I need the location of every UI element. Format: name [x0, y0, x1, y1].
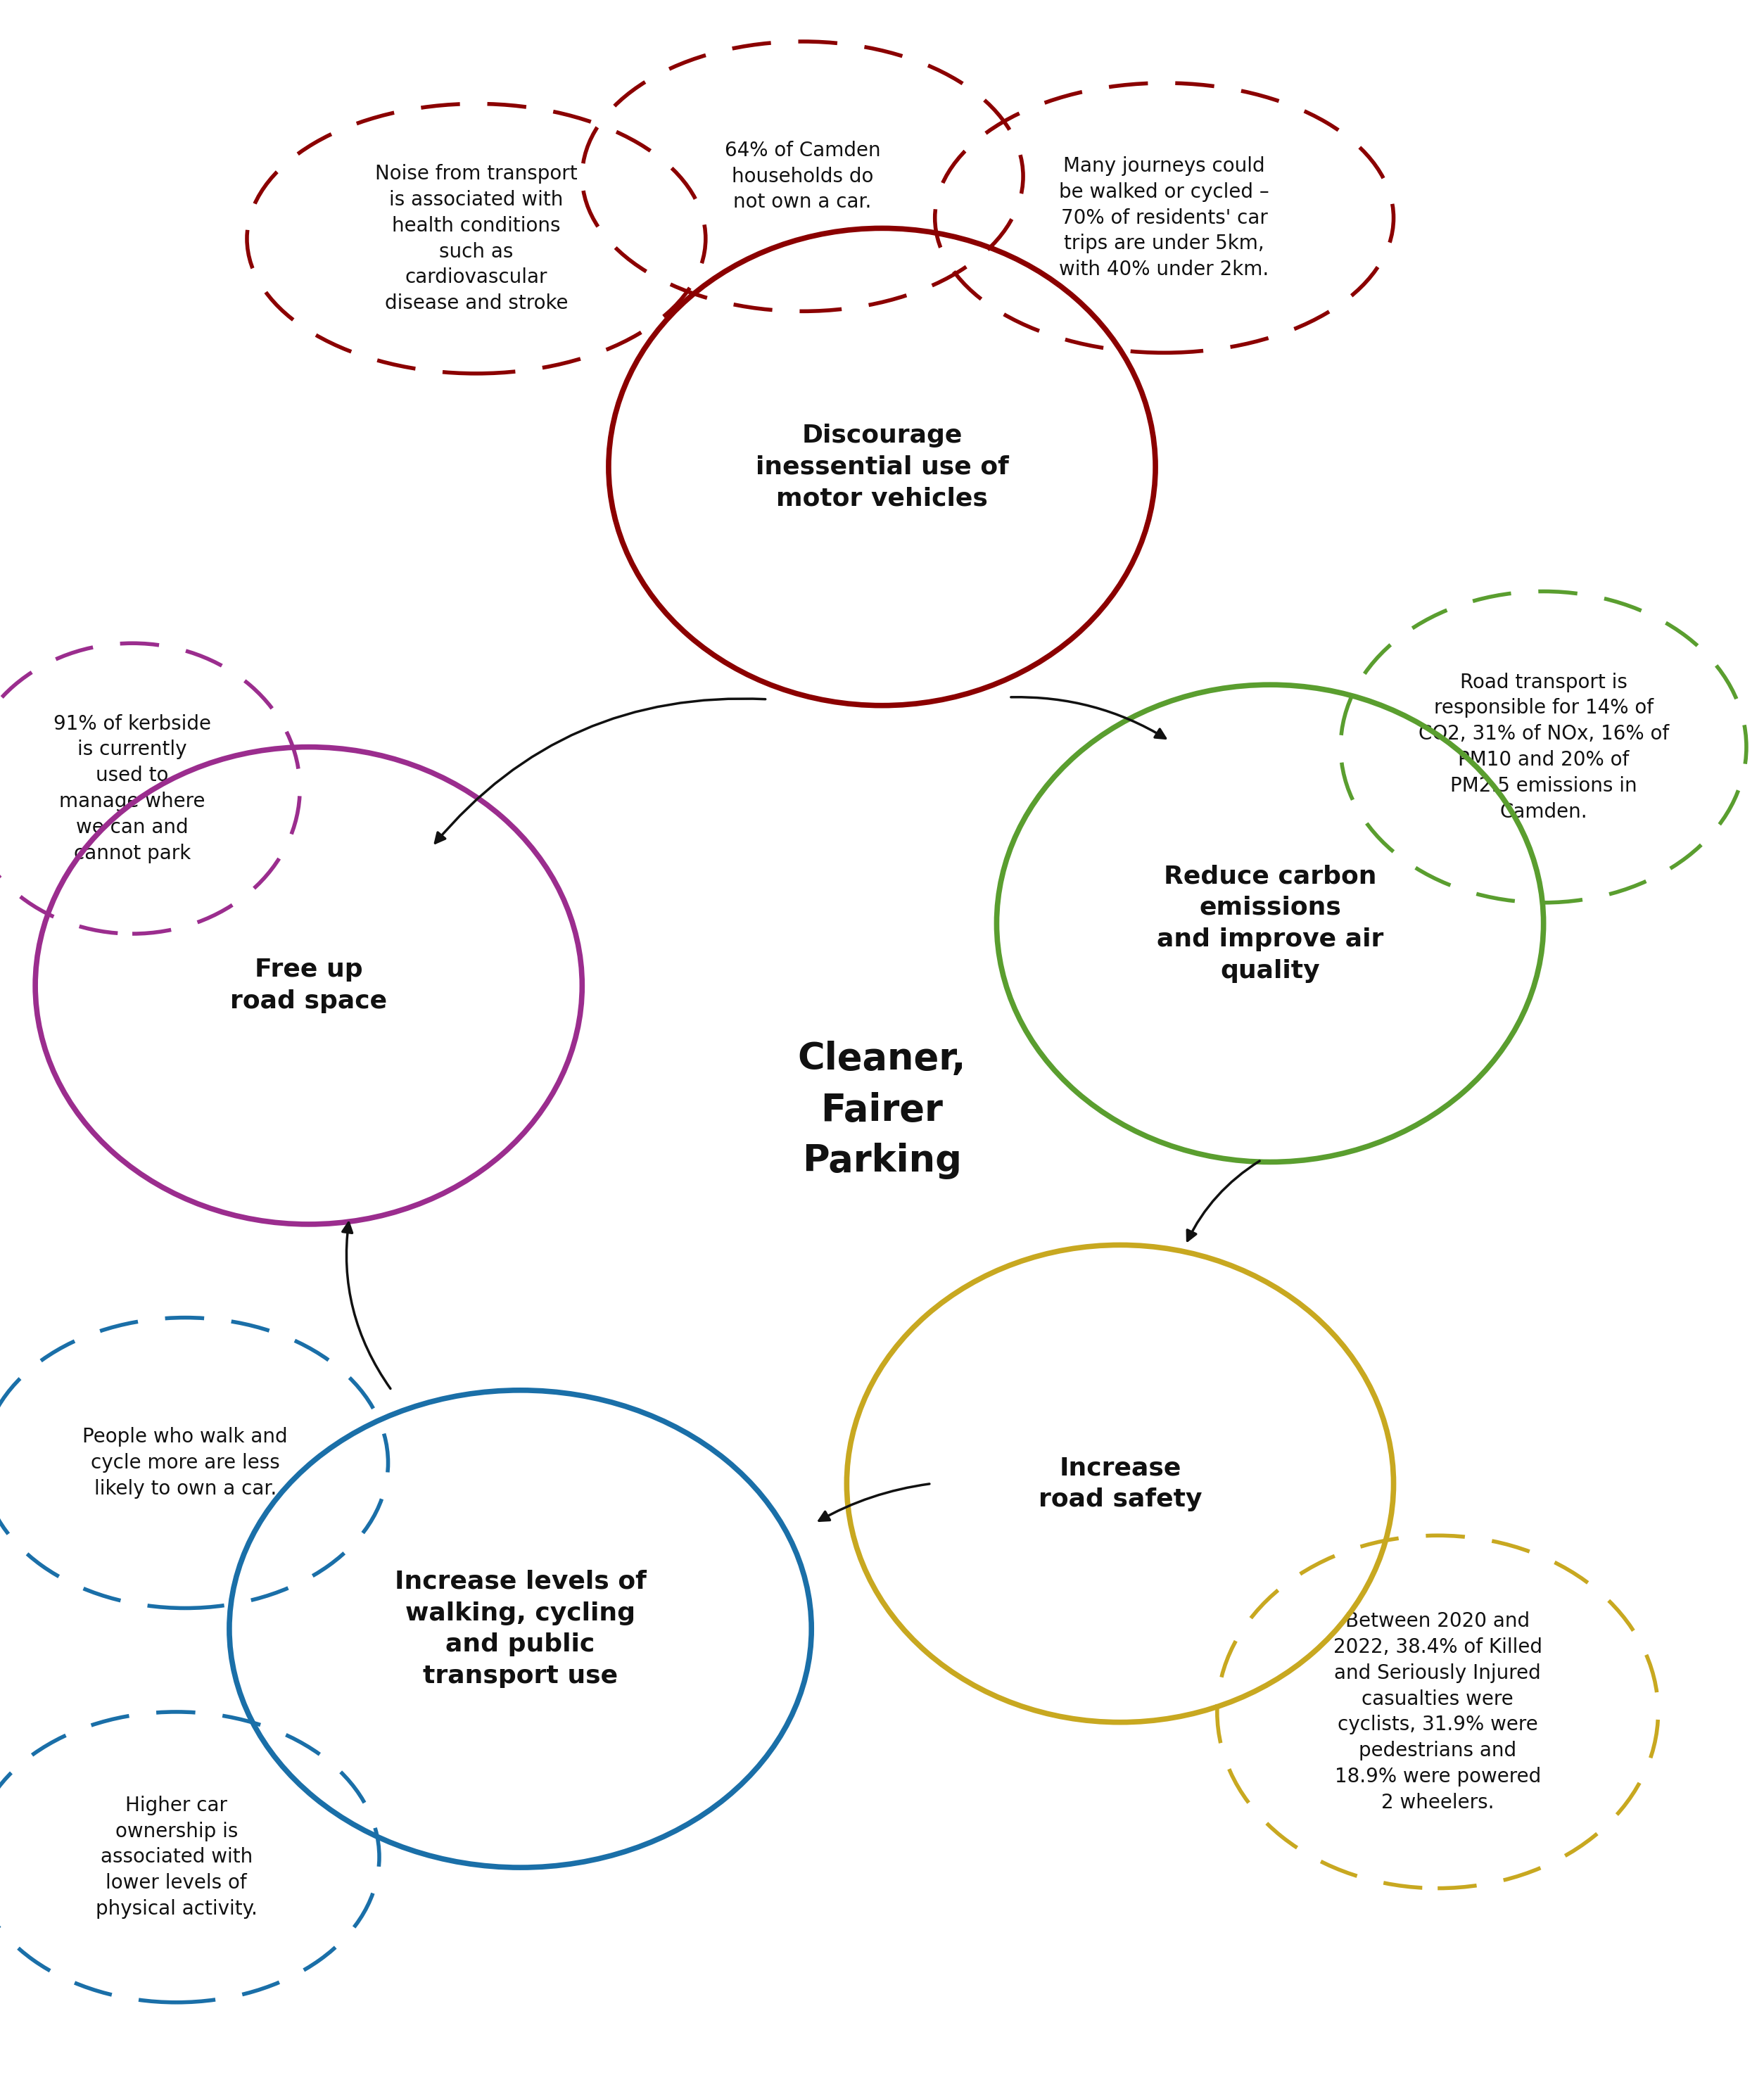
Text: Road transport is
responsible for 14% of
CO2, 31% of NOx, 16% of
PM10 and 20% of: Road transport is responsible for 14% of…: [1418, 672, 1669, 822]
FancyArrowPatch shape: [1011, 697, 1166, 739]
Text: 91% of kerbside
is currently
used to
manage where
we can and
cannot park: 91% of kerbside is currently used to man…: [53, 714, 212, 863]
Text: Noise from transport
is associated with
health conditions
such as
cardiovascular: Noise from transport is associated with …: [376, 164, 577, 313]
Text: Higher car
ownership is
associated with
lower levels of
physical activity.: Higher car ownership is associated with …: [95, 1795, 258, 1919]
Text: Cleaner,
Fairer
Parking: Cleaner, Fairer Parking: [797, 1042, 967, 1179]
Text: Reduce carbon
emissions
and improve air
quality: Reduce carbon emissions and improve air …: [1157, 863, 1383, 984]
Text: Many journeys could
be walked or cycled –
70% of residents' car
trips are under : Many journeys could be walked or cycled …: [1058, 156, 1270, 280]
FancyArrowPatch shape: [818, 1484, 930, 1521]
Text: Increase levels of
walking, cycling
and public
transport use: Increase levels of walking, cycling and …: [395, 1569, 646, 1689]
Text: Free up
road space: Free up road space: [229, 959, 388, 1013]
FancyArrowPatch shape: [1187, 1160, 1259, 1241]
FancyArrowPatch shape: [436, 699, 766, 842]
Text: Between 2020 and
2022, 38.4% of Killed
and Seriously Injured
casualties were
cyc: Between 2020 and 2022, 38.4% of Killed a…: [1334, 1612, 1542, 1811]
Text: People who walk and
cycle more are less
likely to own a car.: People who walk and cycle more are less …: [83, 1428, 288, 1498]
Text: 64% of Camden
households do
not own a car.: 64% of Camden households do not own a ca…: [725, 141, 880, 212]
FancyArrowPatch shape: [342, 1222, 390, 1388]
Text: Increase
road safety: Increase road safety: [1039, 1457, 1201, 1511]
Text: Discourage
inessential use of
motor vehicles: Discourage inessential use of motor vehi…: [755, 423, 1009, 510]
